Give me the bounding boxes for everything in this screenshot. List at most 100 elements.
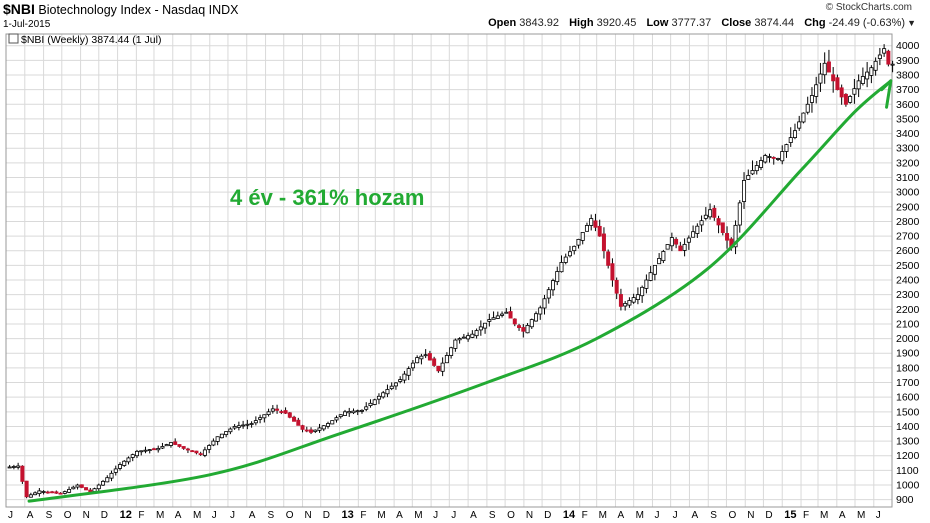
- candle: [11, 464, 16, 470]
- candle: [194, 450, 199, 455]
- grid: [5, 34, 892, 507]
- candle: [848, 94, 853, 104]
- candle: [427, 350, 432, 361]
- candle: [440, 357, 445, 377]
- candle: [640, 285, 645, 303]
- y-tick-label: 2000: [896, 333, 920, 345]
- candle: [330, 420, 335, 425]
- candles: [7, 44, 895, 499]
- x-month-label: F: [360, 510, 366, 521]
- x-month-label: A: [617, 510, 624, 521]
- candle: [487, 313, 492, 327]
- candle: [453, 338, 458, 352]
- candle: [147, 449, 152, 454]
- candle: [865, 62, 870, 88]
- annotation: 4 év - 361% hozam: [230, 185, 424, 210]
- candle: [474, 328, 479, 339]
- x-month-label: A: [27, 510, 34, 521]
- candle: [296, 417, 301, 426]
- candle: [657, 253, 662, 265]
- candle: [423, 349, 428, 359]
- candle: [780, 145, 785, 165]
- candle: [512, 318, 517, 327]
- x-month-label: A: [175, 510, 182, 521]
- candle: [321, 424, 326, 432]
- x-month-label: J: [230, 510, 235, 521]
- candle: [368, 399, 373, 408]
- candle: [351, 408, 356, 415]
- candle: [737, 200, 742, 233]
- candle: [500, 311, 505, 318]
- x-month-label: J: [212, 510, 217, 521]
- candle: [406, 366, 411, 381]
- x-month-label: A: [249, 510, 256, 521]
- candle: [805, 96, 810, 115]
- candle: [563, 253, 568, 265]
- candle: [678, 241, 683, 252]
- brand-link[interactable]: © StockCharts.com: [825, 2, 912, 13]
- candle: [763, 153, 768, 164]
- y-tick-label: 3600: [896, 99, 920, 111]
- candle: [410, 360, 415, 371]
- candle: [279, 409, 284, 415]
- x-month-label: O: [507, 510, 515, 521]
- candle: [601, 227, 606, 259]
- candle: [393, 382, 398, 390]
- candle: [202, 446, 207, 458]
- candle: [283, 407, 288, 415]
- x-month-label: A: [470, 510, 477, 521]
- candle: [122, 460, 127, 467]
- candle: [143, 446, 148, 454]
- candle: [814, 76, 819, 104]
- candle: [236, 421, 241, 431]
- candle: [733, 220, 738, 255]
- candle: [788, 127, 793, 147]
- candle: [79, 484, 84, 489]
- candle: [720, 222, 725, 236]
- candle: [84, 487, 89, 491]
- candle: [890, 60, 895, 73]
- y-tick-label: 3300: [896, 143, 920, 155]
- y-tick-label: 2300: [896, 289, 920, 301]
- candle: [826, 49, 831, 73]
- y-tick-label: 2700: [896, 231, 920, 243]
- close-value: 3874.44: [754, 17, 795, 29]
- x-month-label: D: [544, 510, 551, 521]
- candle: [495, 311, 500, 319]
- x-month-label: O: [728, 510, 736, 521]
- candle: [118, 462, 123, 471]
- candle: [364, 402, 369, 412]
- candle: [551, 278, 556, 296]
- candle: [792, 123, 797, 140]
- high-label: High: [569, 17, 594, 29]
- candle: [270, 405, 275, 414]
- candle: [347, 407, 352, 417]
- x-month-label: J: [654, 510, 659, 521]
- candle: [542, 294, 547, 315]
- candle: [470, 330, 475, 339]
- low-label: Low: [646, 17, 669, 29]
- candle: [139, 450, 144, 456]
- candle: [58, 492, 63, 495]
- candle: [190, 450, 195, 453]
- chart-date: 1-Jul-2015: [3, 19, 51, 30]
- y-tick-label: 3000: [896, 187, 920, 199]
- candle: [708, 203, 713, 220]
- candle: [109, 470, 114, 482]
- candle: [419, 353, 424, 365]
- candle: [105, 475, 110, 483]
- x-month-label: J: [451, 510, 456, 521]
- legend-swatch-icon: [8, 33, 19, 44]
- candle: [461, 333, 466, 339]
- candle: [207, 444, 212, 454]
- high-value: 3920.45: [596, 17, 637, 29]
- x-month-label: J: [8, 510, 13, 521]
- candle: [33, 491, 38, 496]
- candle: [610, 258, 615, 287]
- y-tick-label: 1600: [896, 392, 920, 404]
- candle: [96, 483, 101, 492]
- legend: $NBI (Weekly) 3874.44 (1 Jul): [8, 33, 161, 46]
- candle: [292, 415, 297, 422]
- candle: [432, 356, 437, 367]
